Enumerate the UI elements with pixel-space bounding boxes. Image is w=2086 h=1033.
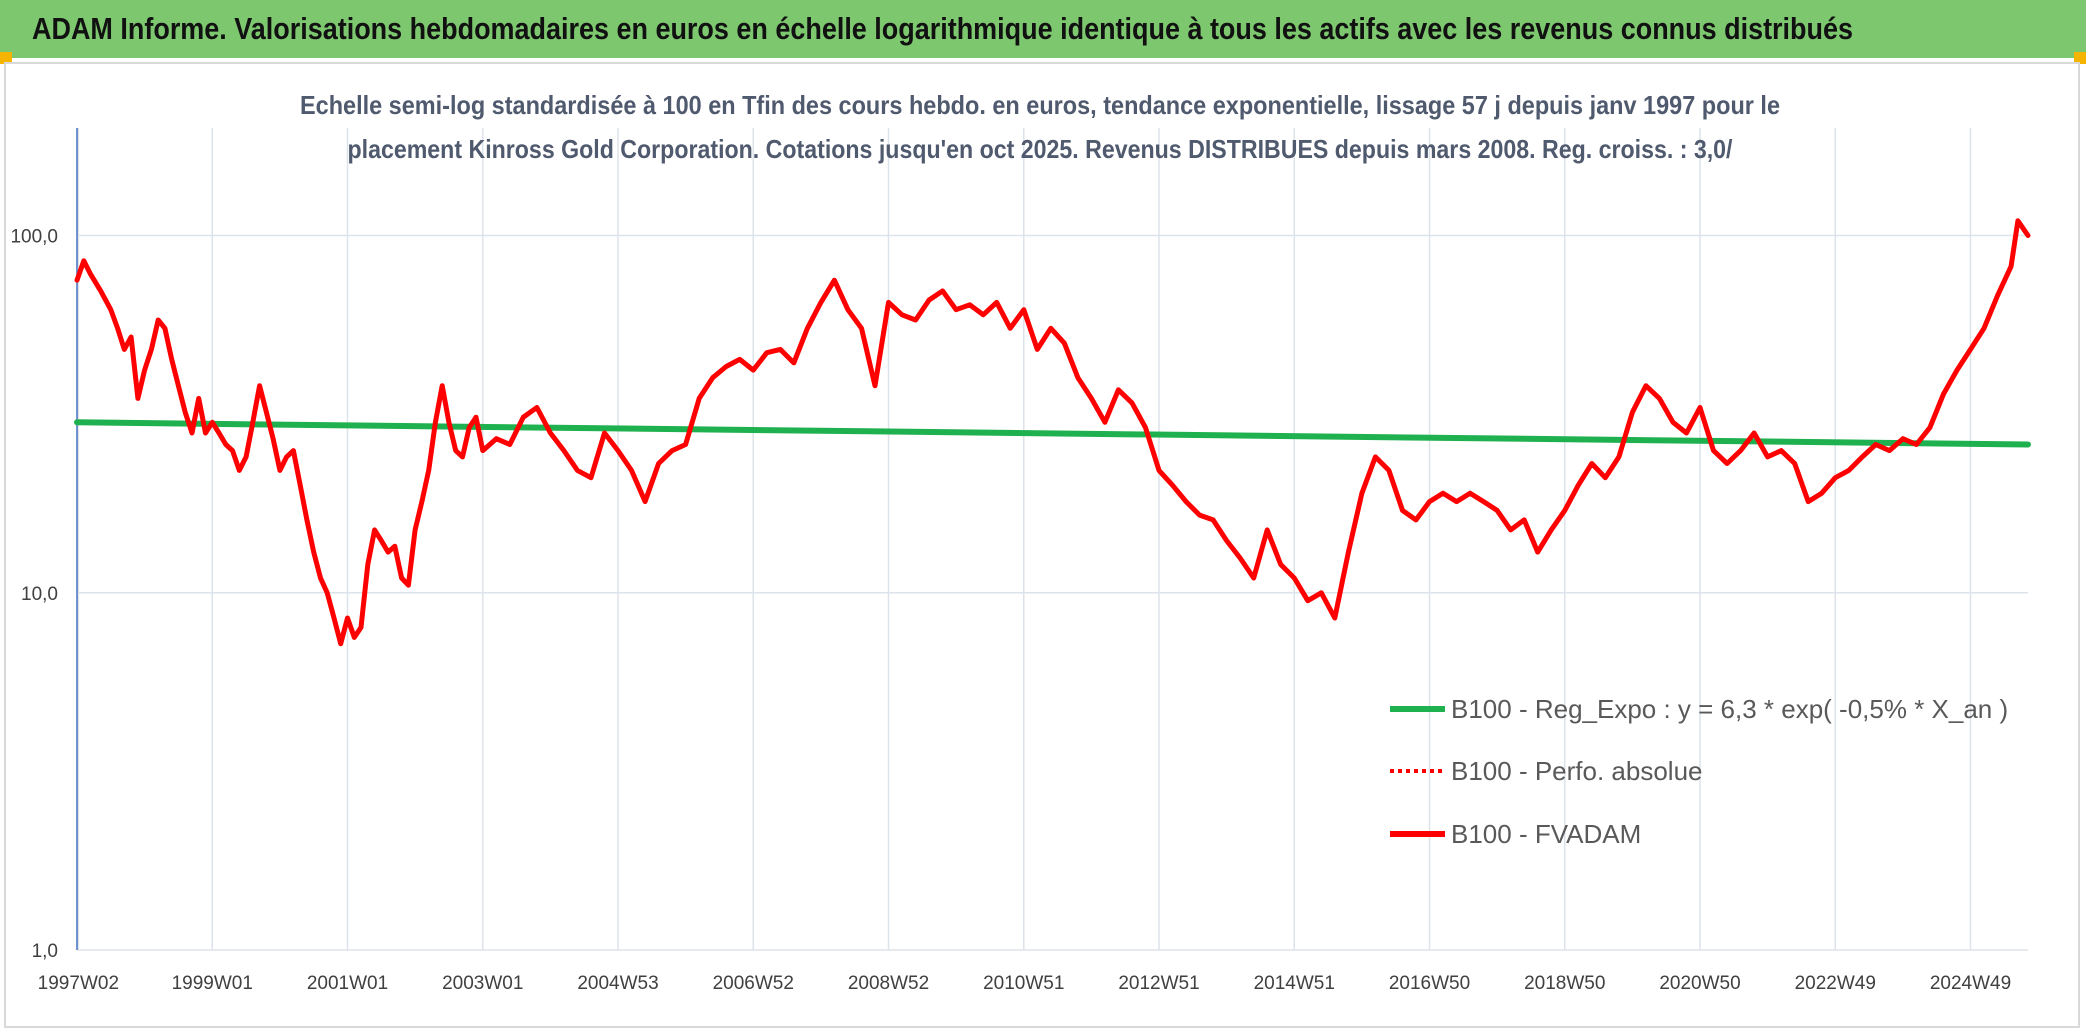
- x-tick-label-3: 2003W01: [442, 973, 523, 994]
- legend-label-0: B100 - Reg_Expo : y = 6,3 * exp( -0,5% *…: [1451, 694, 2008, 724]
- banner-title: ADAM Informe. Valorisations hebdomadaire…: [32, 11, 1853, 46]
- series-line-2: [74, 218, 2031, 647]
- y-tick-label-2: 1,0: [32, 941, 58, 962]
- x-tick-label-0: 1997W02: [38, 973, 119, 994]
- x-tick-label-10: 2016W50: [1389, 973, 1470, 994]
- x-tick-label-12: 2020W50: [1659, 973, 1740, 994]
- grid: [77, 128, 2028, 951]
- x-tick-labels: 1997W02 1999W01 2001W01 2003W01 2004W53 2006W…: [38, 973, 2012, 994]
- x-tick-label-13: 2022W49: [1795, 973, 1876, 994]
- chart-subtitle-line1: Echelle semi-log standardisée à 100 en T…: [300, 90, 1780, 120]
- x-tick-label-11: 2018W50: [1524, 973, 1605, 994]
- y-tick-labels: 100,0 10,0 1,0: [10, 227, 58, 962]
- y-tick-label-0: 100,0: [10, 227, 58, 248]
- corner-marker-left: [0, 52, 12, 64]
- legend: B100 - Reg_Expo : y = 6,3 * exp( -0,5% *…: [1390, 694, 2008, 849]
- chart-subtitle-line2: placement Kinross Gold Corporation. Cota…: [348, 134, 1733, 164]
- x-tick-label-1: 1999W01: [172, 973, 253, 994]
- x-tick-label-8: 2012W51: [1118, 973, 1199, 994]
- legend-label-1: B100 - Perfo. absolue: [1451, 756, 1703, 786]
- series-layer: [74, 218, 2031, 647]
- x-tick-label-4: 2004W53: [577, 973, 658, 994]
- series-line-0: [74, 419, 2031, 448]
- x-tick-label-2: 2001W01: [307, 973, 388, 994]
- x-tick-label-14: 2024W49: [1930, 973, 2011, 994]
- y-tick-label-1: 10,0: [21, 584, 58, 605]
- x-tick-label-6: 2008W52: [848, 973, 929, 994]
- legend-label-2: B100 - FVADAM: [1451, 819, 1641, 849]
- corner-marker-right: [2074, 52, 2086, 64]
- banner: ADAM Informe. Valorisations hebdomadaire…: [0, 0, 2086, 58]
- x-tick-label-7: 2010W51: [983, 973, 1064, 994]
- chart-frame: [4, 62, 2080, 1028]
- x-tick-label-5: 2006W52: [713, 973, 794, 994]
- x-tick-label-9: 2014W51: [1254, 973, 1335, 994]
